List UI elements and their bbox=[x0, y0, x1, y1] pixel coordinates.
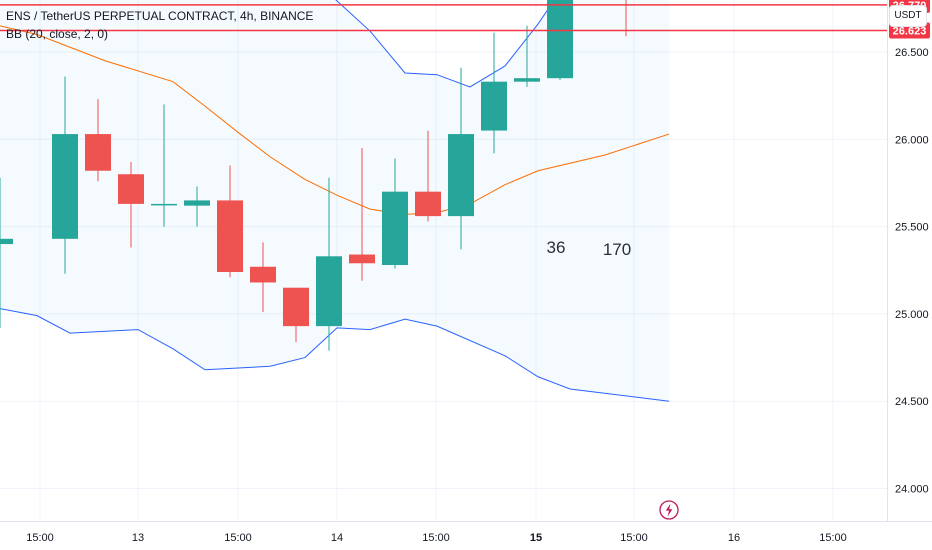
candle-body bbox=[0, 238, 13, 245]
candle-body bbox=[481, 81, 507, 131]
time-tick-label: 15:00 bbox=[26, 532, 54, 544]
line-annotation: 170 bbox=[603, 240, 631, 259]
price-axis: 24.00024.50025.00025.50026.00026.50027.0… bbox=[895, 47, 929, 496]
candle bbox=[349, 148, 375, 281]
candle-body bbox=[184, 200, 210, 206]
price-tick-label: 24.500 bbox=[895, 396, 929, 408]
candle bbox=[514, 25, 540, 87]
time-tick-label: 13 bbox=[132, 532, 144, 544]
candle bbox=[481, 32, 507, 154]
time-tick-label: 14 bbox=[331, 532, 343, 544]
price-tick-label: 26.000 bbox=[895, 134, 929, 146]
time-tick-label: 15 bbox=[530, 532, 542, 544]
price-tick-label: 25.000 bbox=[895, 309, 929, 321]
candle bbox=[0, 177, 13, 328]
candle-body bbox=[118, 174, 144, 204]
candle-body bbox=[52, 134, 78, 239]
time-tick-label: 16 bbox=[728, 532, 740, 544]
price-label-text: 26.623 bbox=[893, 26, 927, 38]
line-annotation: 36 bbox=[547, 238, 566, 257]
candle bbox=[625, 0, 627, 37]
grid bbox=[0, 0, 887, 521]
bb-lower-line bbox=[0, 308, 670, 402]
candle bbox=[415, 130, 441, 222]
candle-body bbox=[349, 254, 375, 264]
candle bbox=[250, 242, 276, 313]
price-tick-label: 25.500 bbox=[895, 222, 929, 234]
candle-body bbox=[547, 0, 573, 79]
price-tick-label: 24.000 bbox=[895, 484, 929, 496]
candle bbox=[448, 67, 474, 250]
candle-body bbox=[316, 256, 342, 327]
time-tick-label: 15:00 bbox=[620, 532, 648, 544]
candle-body bbox=[283, 287, 309, 327]
candle bbox=[85, 99, 111, 182]
chart-title: ENS / TetherUS PERPETUAL CONTRACT, 4h, B… bbox=[6, 9, 314, 23]
time-tick-label: 15:00 bbox=[819, 532, 847, 544]
candle-body bbox=[415, 191, 441, 217]
horizontal-lines bbox=[0, 4, 887, 32]
currency-unit-button[interactable]: USDT bbox=[889, 5, 927, 27]
candle bbox=[217, 165, 243, 278]
candle bbox=[118, 161, 144, 248]
candle-body bbox=[85, 134, 111, 171]
time-tick-label: 15:00 bbox=[422, 532, 450, 544]
candle-body bbox=[250, 266, 276, 283]
candle bbox=[283, 287, 309, 342]
candle-body bbox=[217, 200, 243, 272]
candle-body bbox=[514, 78, 540, 82]
bb-middle-line bbox=[0, 25, 670, 215]
price-tick-label: 26.500 bbox=[895, 47, 929, 59]
candle bbox=[52, 76, 78, 274]
candle bbox=[547, 0, 573, 80]
time-axis: 15:00 13 15:00 14 15:00 15 15:00 16 15:00 bbox=[26, 532, 847, 544]
candle-body bbox=[382, 191, 408, 266]
candle bbox=[316, 177, 342, 351]
line-annotations: 36 170 bbox=[547, 238, 632, 259]
candle bbox=[151, 104, 177, 227]
bolt-icon[interactable] bbox=[659, 500, 679, 520]
indicator-legend[interactable]: BB (20, close, 2, 0) bbox=[6, 27, 109, 41]
candle bbox=[184, 186, 210, 227]
time-tick-label: 15:00 bbox=[224, 532, 252, 544]
candle-body bbox=[448, 134, 474, 217]
candle bbox=[382, 158, 408, 269]
candle-body bbox=[151, 203, 177, 206]
candles bbox=[0, 0, 627, 351]
